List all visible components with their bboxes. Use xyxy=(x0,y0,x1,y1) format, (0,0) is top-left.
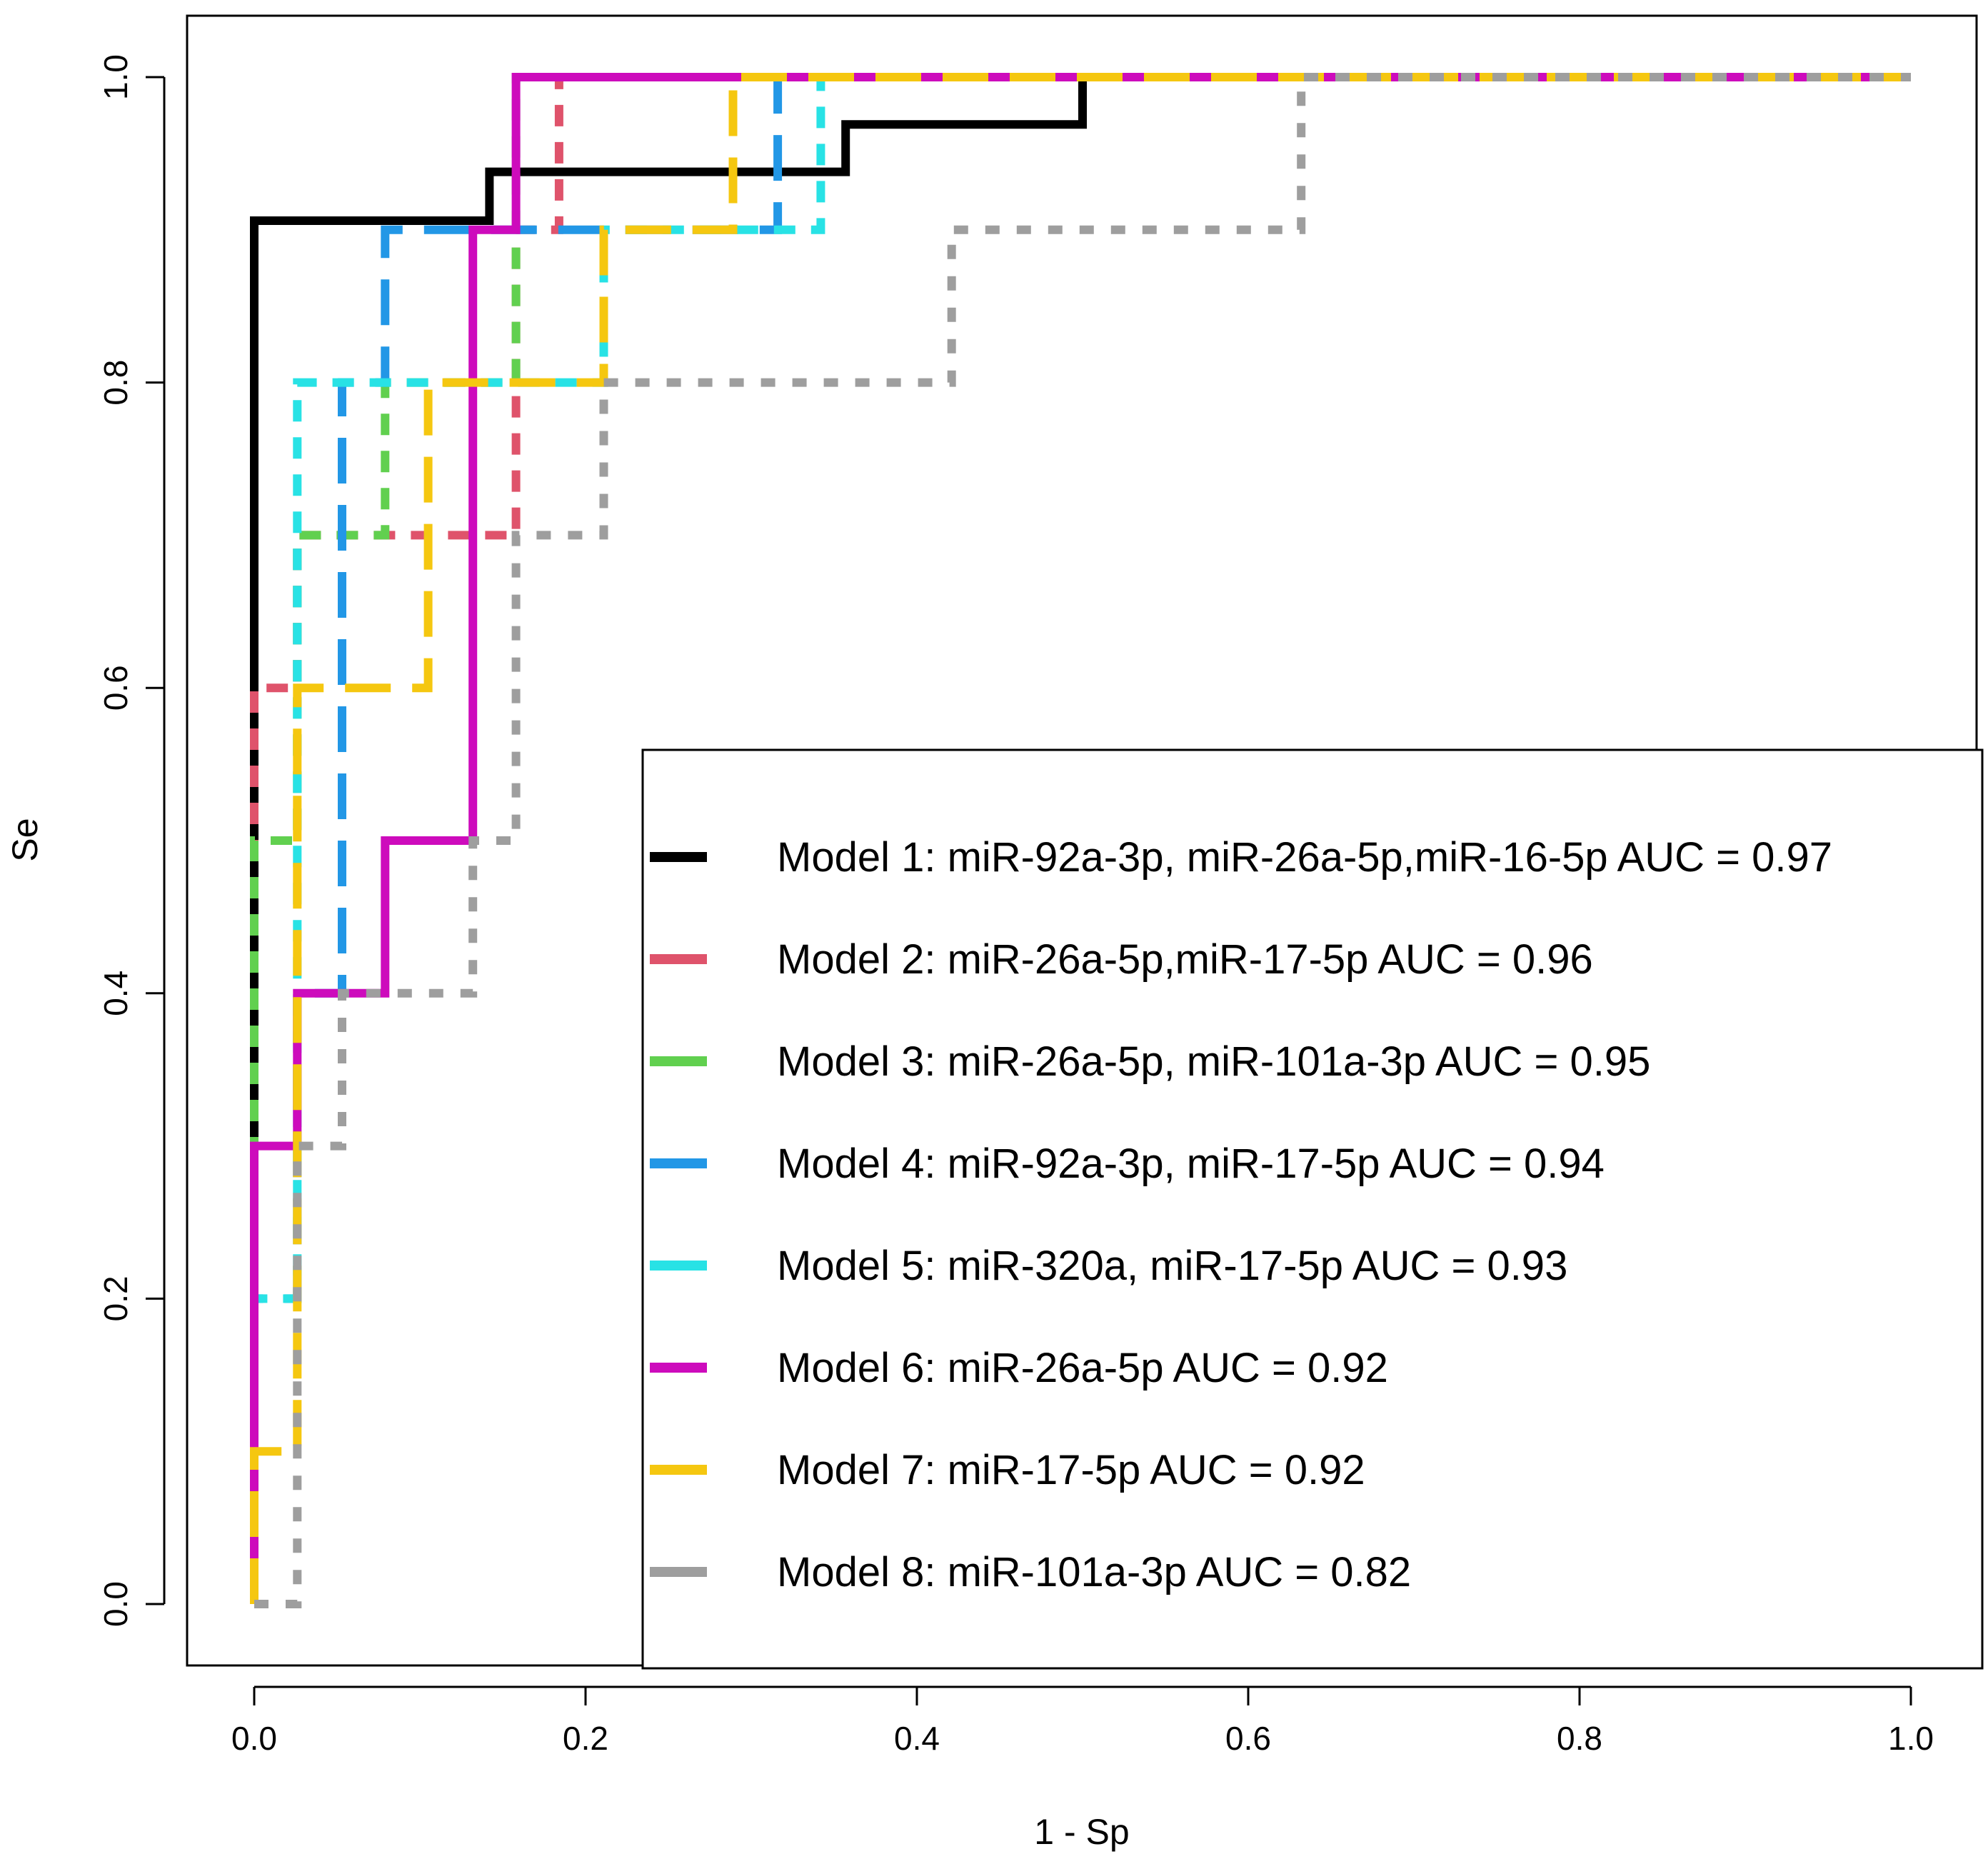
legend-label-model-4: Model 4: miR-92a-3p, miR-17-5p AUC = 0.9… xyxy=(777,1141,1605,1187)
y-tick-label: 1.0 xyxy=(97,54,134,100)
x-tick-label: 0.2 xyxy=(563,1720,608,1757)
axes: 0.0 0.2 0.4 0.6 0.8 1.0 0.0 0.2 0.4 0.6 0.8 1.0 xyxy=(97,54,1934,1757)
series-line-model-7 xyxy=(250,73,1911,1604)
legend-label-model-7: Model 7: miR-17-5p AUC = 0.92 xyxy=(777,1447,1365,1493)
legend: Model 1: miR-92a-3p, miR-26a-5p,miR-16-5… xyxy=(641,748,1984,1670)
series-line-model-1 xyxy=(250,73,1911,1604)
legend-label-model-1: Model 1: miR-92a-3p, miR-26a-5p,miR-16-5… xyxy=(777,834,1832,881)
legend-label-model-5: Model 5: miR-320a, miR-17-5p AUC = 0.93 xyxy=(777,1243,1567,1289)
x-tick-label: 0.4 xyxy=(894,1720,940,1757)
x-tick-label: 0.6 xyxy=(1225,1720,1271,1757)
y-tick-label: 0.6 xyxy=(97,665,134,711)
legend-label-model-3: Model 3: miR-26a-5p, miR-101a-3p AUC = 0… xyxy=(777,1038,1650,1085)
legend-label-model-2: Model 2: miR-26a-5p,miR-17-5p AUC = 0.96 xyxy=(777,936,1593,983)
y-tick-label: 0.8 xyxy=(97,360,134,406)
x-tick-label: 0.0 xyxy=(231,1720,277,1757)
y-tick-label: 0.4 xyxy=(97,971,134,1016)
legend-label-model-6: Model 6: miR-26a-5p AUC = 0.92 xyxy=(777,1345,1388,1391)
legend-label-model-8: Model 8: miR-101a-3p AUC = 0.82 xyxy=(777,1549,1411,1595)
y-axis-title: Se xyxy=(5,818,45,861)
series-layer xyxy=(250,73,1911,1608)
series-line-model-6 xyxy=(250,73,1911,1604)
y-tick-label: 0.0 xyxy=(97,1581,134,1627)
legend-box xyxy=(641,748,1984,1670)
x-axis-title: 1 - Sp xyxy=(1034,1812,1129,1852)
x-tick-label: 1.0 xyxy=(1888,1720,1934,1757)
series-line-model-2 xyxy=(250,73,1911,1604)
x-tick-label: 0.8 xyxy=(1557,1720,1602,1757)
y-tick-label: 0.2 xyxy=(97,1276,134,1321)
